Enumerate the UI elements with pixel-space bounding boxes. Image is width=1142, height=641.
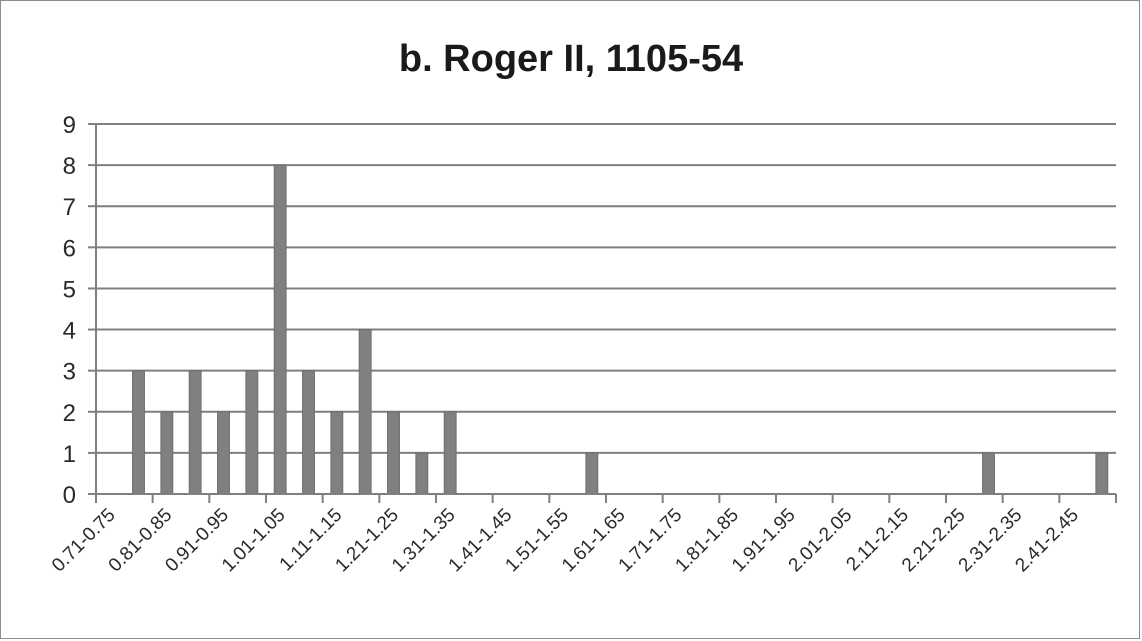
- y-tick-label: 7: [63, 194, 76, 221]
- y-tick-label: 2: [63, 400, 76, 427]
- bar-1.11-1.15: [330, 411, 344, 495]
- bar-1.01-1.05: [273, 164, 287, 495]
- bar-1.31-1.35: [443, 411, 457, 495]
- x-tick-labels: 0.71-0.750.81-0.850.91-0.951.01-1.051.11…: [48, 505, 1083, 577]
- y-tick-label: 4: [63, 318, 76, 345]
- chart-title: b. Roger II, 1105-54: [398, 38, 744, 80]
- bar-1.21-1.25: [387, 411, 400, 495]
- bar-0.91-0.95: [217, 411, 230, 495]
- y-tick-label: 5: [63, 276, 76, 303]
- bar-1.06-1.10: [302, 370, 315, 495]
- axes: [88, 123, 1117, 503]
- y-tick-label: 0: [63, 482, 76, 509]
- y-tick-label: 3: [63, 359, 76, 386]
- bar-0.76-0.80: [132, 370, 145, 495]
- bar-0.96-1.00: [245, 370, 259, 495]
- y-tick-label: 1: [63, 441, 76, 468]
- bar-1.56-1.60: [585, 452, 599, 495]
- y-tick-labels: 0 1 2 3 4 5 6 7 8 9: [63, 112, 76, 509]
- bar-1.16-1.20: [358, 329, 372, 495]
- y-tick-label: 6: [63, 235, 76, 262]
- bar-0.86-0.90: [188, 370, 202, 495]
- y-tick-label: 9: [63, 112, 76, 139]
- bar-1.26-1.30: [415, 452, 429, 495]
- bar-2.26-2.30: [982, 452, 995, 495]
- bar-0.81-0.85: [160, 411, 174, 495]
- grid-lines: [96, 123, 1116, 454]
- bar-2.46-2.50: [1095, 452, 1109, 495]
- y-tick-label: 8: [63, 153, 76, 180]
